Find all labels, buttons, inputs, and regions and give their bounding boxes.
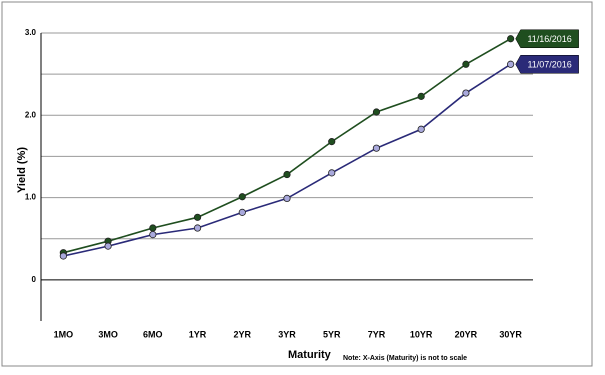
data-point [417,125,425,133]
legend-box [515,29,579,49]
legend-box [515,55,579,74]
x-tick-label: 2YR [234,329,252,339]
x-axis-label: Maturity [288,349,332,361]
legend-label: 11/16/2016 [527,34,571,44]
x-tick-label: 6MO [143,329,163,339]
data-point [328,138,336,146]
data-point [328,169,336,177]
x-tick-label: 10YR [410,329,433,339]
x-tick-label: 5YR [323,329,341,339]
data-point [59,252,67,260]
data-point [507,60,515,68]
x-tick-label: 20YR [455,329,478,339]
data-point [149,231,157,239]
chart-frame [1,1,593,367]
data-point [238,208,246,216]
data-point [372,144,381,152]
x-tick-label: 3MO [98,329,118,339]
data-point [462,89,470,97]
data-point [104,242,112,250]
data-point [283,170,291,179]
data-point [238,193,246,201]
x-tick-label: 1YR [189,329,207,339]
note: Note: X-Axis (Maturity) is not to scale [343,355,467,362]
y-tick-label: 2.0 [25,110,37,119]
y-tick-label: 0 [32,275,37,284]
x-tick-label: 1MO [54,329,74,339]
data-point [417,92,425,100]
x-tick-label: 3YR [278,329,296,339]
data-point [462,60,470,68]
data-point [149,224,157,232]
data-point [283,194,291,202]
y-tick-label: 3.0 [25,28,37,37]
y-tick-label: 1.0 [25,193,37,202]
data-point [193,224,202,232]
y-axis-label: Yield (%) [16,147,28,193]
data-point [193,213,202,221]
x-tick-label: 7YR [368,329,386,339]
data-point [507,35,515,43]
x-tick-label: 30YR [499,329,522,339]
data-point [372,108,381,116]
legend-label: 11/07/2016 [527,60,571,70]
